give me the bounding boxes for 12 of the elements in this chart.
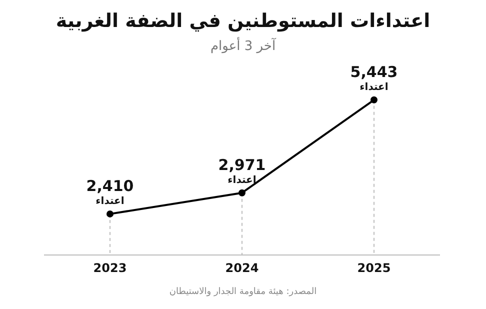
data-label: 2,971 (218, 156, 266, 174)
chart-title: اعتداءات المستوطنين في الضفة الغربية (56, 10, 430, 32)
chart-subtitle: آخر 3 أعوام (210, 37, 277, 54)
x-tick-label: 2023 (93, 261, 127, 275)
text: المصدر: هيئة مقاومة الجدار والاستيطان (169, 287, 317, 297)
annotation: اعتداء (96, 196, 124, 207)
x-tick-label: 2025 (357, 261, 391, 275)
x-tick-label: 2024 (225, 261, 259, 275)
annotation: اعتداء (228, 174, 256, 186)
data-label: 5,443 (350, 62, 398, 81)
annotation: اعتداء (360, 82, 388, 93)
data-label: 2,410 (86, 176, 134, 195)
